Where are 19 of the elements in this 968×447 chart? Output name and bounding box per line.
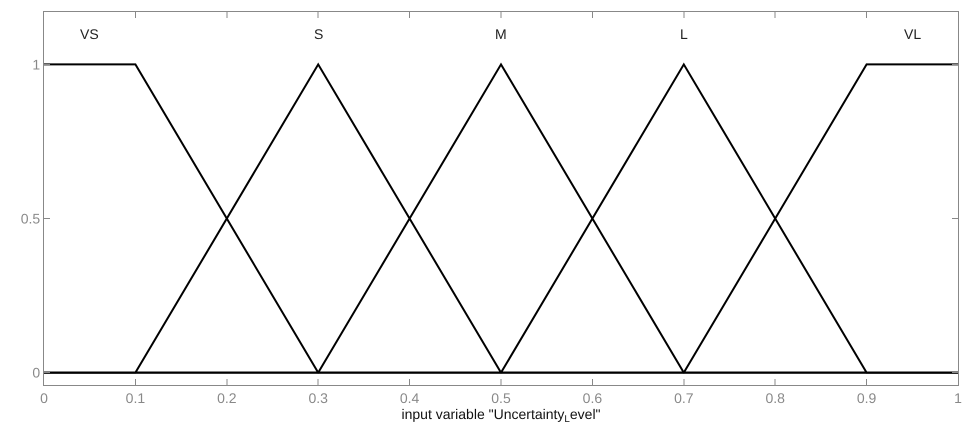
y-tick-label: 1 — [32, 56, 40, 72]
x-tick-label: 0.6 — [582, 390, 602, 406]
x-tick-label: 0.8 — [765, 390, 786, 406]
series-label: VS — [80, 26, 99, 42]
x-tick-label: 0.3 — [308, 390, 328, 406]
series-label: L — [680, 26, 688, 42]
x-tick-label: 0.7 — [674, 390, 694, 406]
x-tick-label: 0.4 — [400, 390, 420, 406]
x-axis-title: input variable "Uncertainty$_{L}$evel" — [401, 406, 601, 426]
x-tick-label: 1 — [954, 390, 962, 406]
x-tick-label: 0.5 — [491, 390, 511, 406]
x-tick-label: 0.1 — [126, 390, 146, 406]
series-label: VL — [904, 26, 922, 42]
x-tick-label: 0.2 — [217, 390, 237, 406]
series-label: S — [314, 26, 324, 42]
x-tick-label: 0.9 — [856, 390, 877, 406]
series-label: M — [495, 26, 507, 42]
y-tick-label: 0 — [32, 364, 40, 381]
y-tick-label: 0.5 — [20, 210, 40, 226]
